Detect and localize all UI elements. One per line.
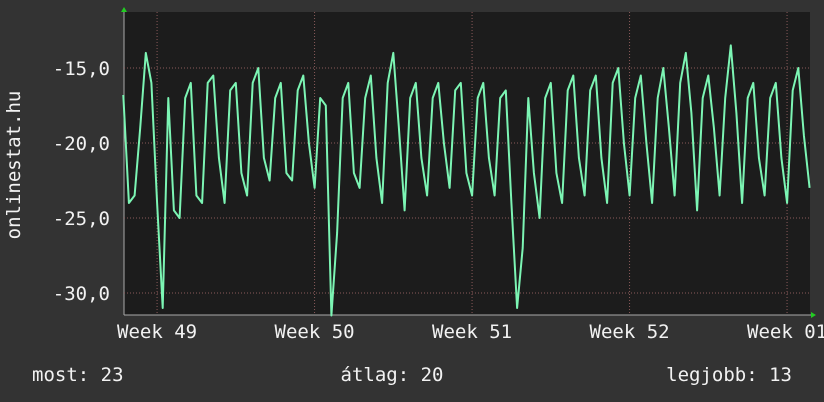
y-tick-label: -30,0 xyxy=(53,283,110,305)
stat-current: most: 23 xyxy=(32,364,124,386)
x-tick-label: Week 51 xyxy=(432,321,512,343)
plot-area xyxy=(124,12,810,315)
y-tick-label: -15,0 xyxy=(53,58,110,80)
x-tick-label: Week 52 xyxy=(590,321,670,343)
stat-average: átlag: 20 xyxy=(341,364,444,386)
y-arrow xyxy=(121,7,127,12)
y-tick-label: -20,0 xyxy=(53,133,110,155)
x-tick-label: Week 01 xyxy=(747,321,824,343)
data-line xyxy=(122,44,811,317)
stat-best: legjobb: 13 xyxy=(666,364,792,386)
x-arrow xyxy=(811,312,816,318)
y-axis-label: onlinestat.hu xyxy=(3,91,25,240)
y-tick-label: -25,0 xyxy=(53,208,110,230)
x-tick-label: Week 49 xyxy=(117,321,197,343)
x-tick-label: Week 50 xyxy=(275,321,355,343)
